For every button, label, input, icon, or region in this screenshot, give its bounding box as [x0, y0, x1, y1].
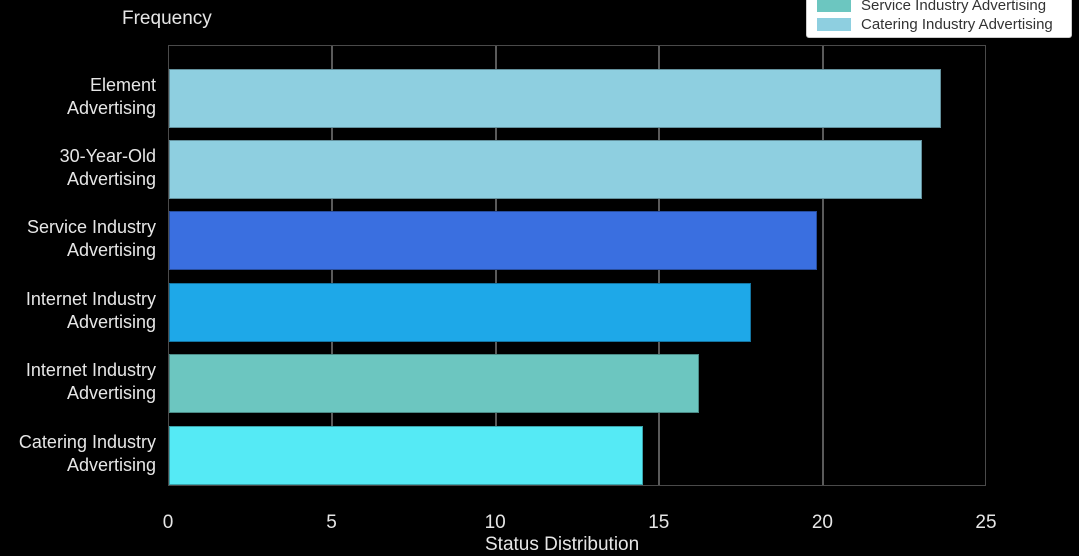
bar	[169, 211, 817, 270]
legend-label: Service Industry Advertising	[861, 0, 1047, 14]
legend-swatch	[817, 0, 851, 12]
category-label: 30-Year-Old Advertising	[59, 146, 156, 189]
legend: Service Industry Advertising Catering In…	[806, 0, 1072, 38]
x-tick-label: 25	[975, 512, 997, 533]
x-tick-label: 0	[162, 512, 174, 533]
x-tick-label: 5	[326, 512, 337, 533]
bar	[169, 354, 700, 413]
category-label: Element Advertising	[66, 75, 156, 118]
x-tick-label: 15	[648, 512, 670, 533]
bar	[169, 283, 752, 342]
legend-item: Service Industry Advertising	[817, 0, 1046, 14]
gridline	[822, 46, 824, 485]
legend-swatch	[817, 18, 851, 31]
category-label: Service Industry Advertising	[26, 217, 156, 260]
legend-item: Catering Industry Advertising	[817, 16, 1053, 33]
bar	[169, 69, 942, 128]
legend-label: Catering Industry Advertising	[861, 16, 1053, 33]
plot-area	[168, 45, 986, 486]
y-axis-title: Frequency	[122, 8, 212, 29]
x-axis-title: Status Distribution	[485, 534, 640, 555]
category-label: Catering Industry Advertising	[18, 432, 156, 475]
bar	[169, 140, 922, 199]
category-label: Internet Industry Advertising	[25, 360, 156, 403]
x-tick-label: 10	[484, 512, 506, 533]
bar	[169, 426, 644, 485]
category-label: Internet Industry Advertising	[25, 289, 156, 332]
x-tick-label: 20	[811, 512, 833, 533]
